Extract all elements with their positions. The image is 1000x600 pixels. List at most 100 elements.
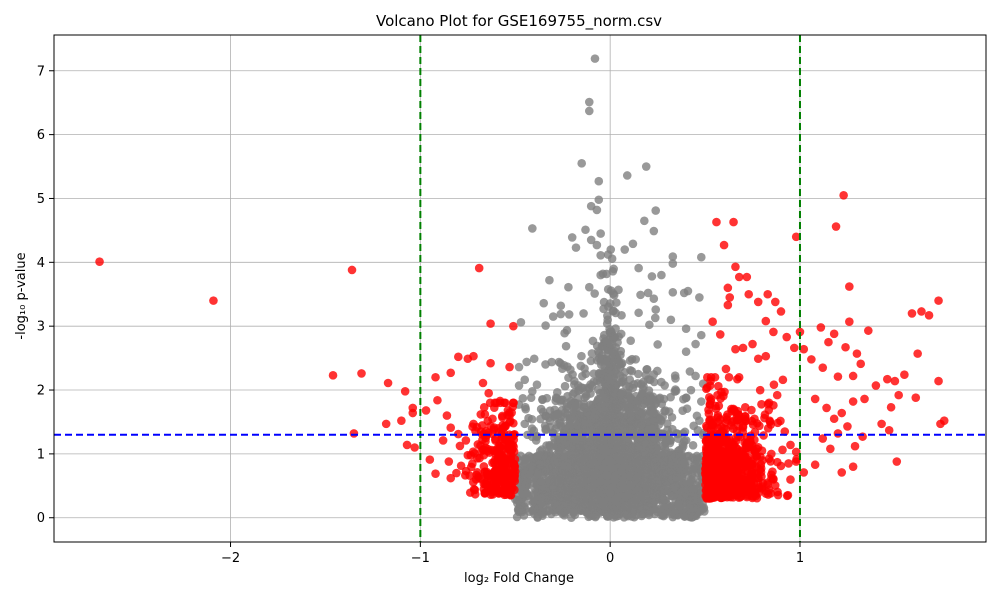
gray-point: [541, 453, 551, 463]
gray-point: [649, 294, 659, 304]
gray-point: [610, 383, 620, 393]
gray-point: [596, 270, 605, 280]
gray-point: [670, 387, 680, 396]
gray-point: [514, 381, 524, 390]
gray-point: [656, 377, 666, 387]
gray-point: [658, 455, 668, 465]
gray-point: [606, 286, 616, 296]
gray-point: [602, 356, 612, 366]
gray-point: [684, 451, 694, 461]
gray-point: [657, 493, 667, 503]
gray-point: [520, 419, 530, 429]
gray-point: [538, 485, 548, 494]
gray-point: [594, 176, 604, 186]
gray-point: [595, 377, 605, 387]
gray-point: [561, 341, 571, 351]
gray-point: [594, 195, 604, 205]
gray-point: [584, 282, 594, 292]
red-point: [718, 428, 728, 438]
gray-point: [619, 483, 629, 493]
red-point: [760, 410, 770, 420]
gray-point: [605, 299, 615, 308]
red-point: [732, 480, 741, 490]
gray-point: [560, 413, 569, 422]
gray-point: [577, 351, 586, 361]
gray-point: [525, 507, 534, 516]
gray-point: [603, 471, 612, 480]
red-point: [768, 467, 777, 476]
gray-point: [625, 356, 635, 365]
gray-point: [639, 377, 648, 387]
gray-point: [538, 395, 547, 404]
gray-point: [659, 486, 668, 495]
gray-point: [577, 159, 586, 168]
gray-point: [613, 437, 623, 447]
gray-point: [653, 340, 662, 349]
gray-point: [619, 512, 629, 522]
gray-point: [696, 252, 706, 262]
gray-point: [596, 229, 605, 238]
gray-point: [628, 239, 638, 249]
gray-point: [530, 494, 540, 504]
red-point: [713, 471, 722, 480]
gray-point: [536, 499, 546, 508]
gray-point: [552, 388, 562, 397]
gray-point: [529, 426, 539, 435]
gray-point: [641, 162, 651, 171]
gray-point: [634, 491, 644, 501]
gray-point: [549, 492, 559, 501]
gray-point: [622, 491, 632, 500]
gray-point: [571, 411, 581, 420]
gray-point: [598, 342, 607, 351]
gray-point: [581, 389, 591, 399]
gray-point: [673, 499, 683, 509]
gray-point: [681, 393, 691, 403]
gray-point: [603, 250, 613, 259]
red-point: [752, 470, 762, 479]
gray-point: [541, 321, 550, 330]
red-point: [717, 453, 727, 462]
gray-point: [633, 472, 642, 482]
gray-point: [648, 489, 657, 499]
gray-point: [515, 505, 524, 515]
gray-point: [665, 435, 675, 445]
red-point: [732, 490, 742, 500]
gray-point: [536, 477, 546, 487]
gray-point: [638, 408, 648, 417]
gray-point: [558, 431, 568, 441]
red-point: [766, 457, 775, 466]
gray-point: [521, 480, 531, 489]
gray-point: [608, 340, 617, 349]
gray-point: [651, 305, 661, 314]
gray-point: [536, 414, 545, 424]
gray-point: [695, 293, 704, 302]
gray-point: [609, 264, 618, 274]
gray-point: [626, 336, 635, 346]
gray-point: [655, 393, 665, 403]
gray-point: [580, 419, 589, 429]
gray-point: [643, 502, 652, 511]
gray-point: [552, 409, 562, 419]
gray-point: [613, 493, 622, 503]
gray-point: [539, 298, 549, 308]
gray-point: [575, 453, 584, 463]
gray-point: [564, 282, 573, 292]
gray-point: [642, 365, 651, 374]
gray-point: [541, 360, 550, 369]
gray-point: [514, 362, 524, 372]
gray-point: [640, 491, 650, 500]
gray-point: [673, 464, 683, 474]
gray-point: [649, 461, 658, 471]
gray-point: [587, 381, 597, 390]
red-point: [720, 387, 729, 397]
red-point: [704, 459, 714, 469]
gray-point: [634, 263, 643, 273]
gray-point: [563, 486, 573, 496]
gray-point: [516, 318, 526, 327]
red-point: [709, 480, 719, 489]
gray-point: [592, 240, 602, 250]
gray-point: [601, 393, 610, 403]
gray-point: [607, 463, 617, 473]
gray-point: [681, 507, 691, 516]
gray-point: [520, 375, 530, 385]
